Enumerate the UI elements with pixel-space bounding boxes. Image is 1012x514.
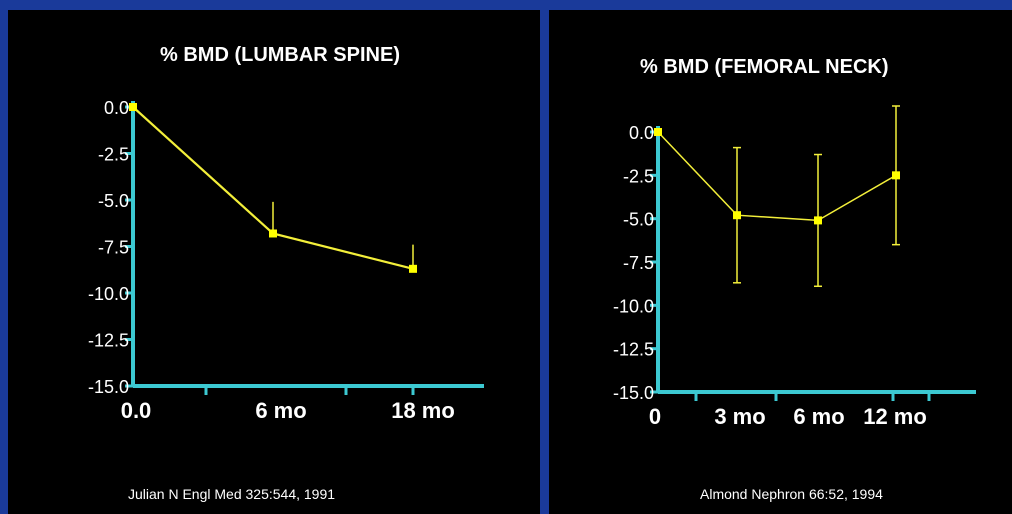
- citation: Julian N Engl Med 325:544, 1991: [128, 486, 336, 502]
- data-point: [733, 211, 741, 220]
- y-tick-label: -15.0: [88, 377, 129, 397]
- y-tick-label: -7.5: [623, 253, 654, 273]
- data-point: [409, 264, 417, 273]
- series-line: [132, 106, 414, 270]
- data-point: [654, 128, 662, 136]
- x-tick-label: 12 mo: [863, 404, 927, 429]
- femoral-neck-chart: 0.0 -2.5 -5.0 -7.5 -10.0 -12.5 -15.00 3 mo 6 mo 1…: [613, 105, 976, 429]
- data-point: [814, 216, 822, 225]
- chart-panel-femoral-neck: % BMD (FEMORAL NECK) 0.0 -2.5 -5.0 -7.5 -10.…: [549, 10, 1012, 514]
- x-tick-label: 3 mo: [714, 404, 765, 429]
- citation: Almond Nephron 66:52, 1994: [700, 486, 883, 502]
- y-tick-label: -7.5: [98, 238, 129, 258]
- data-point: [892, 171, 900, 180]
- y-tick-label: -10.0: [613, 296, 654, 316]
- series-line: [657, 131, 897, 222]
- y-tick-label: -2.5: [98, 145, 129, 165]
- y-tick-label: -2.5: [623, 166, 654, 186]
- chart-panel-lumbar-spine: % BMD (LUMBAR SPINE) 0.0 -2.5 -5.0 -7.5 -10.…: [8, 10, 540, 514]
- x-tick-label: 6 mo: [255, 398, 306, 423]
- x-tick-label: 18 mo: [391, 398, 455, 423]
- x-tick-label: 0.0: [121, 398, 152, 423]
- x-tick-label: 6 mo: [793, 404, 844, 429]
- y-tick-label: 0.0: [629, 123, 654, 143]
- y-tick-label: -15.0: [613, 383, 654, 403]
- y-tick-label: -12.5: [613, 340, 654, 360]
- data-point: [129, 103, 137, 111]
- lumbar-spine-chart: 0.0-2.5-5.0-7.5-10.0-12.5-15.00.0 6 mo 18 …: [88, 98, 484, 423]
- chart-title: % BMD (LUMBAR SPINE): [160, 44, 400, 66]
- data-point: [269, 229, 277, 238]
- x-tick-label: 0: [649, 404, 661, 429]
- y-tick-label: 0.0: [104, 98, 129, 118]
- y-tick-label: -5.0: [98, 191, 129, 211]
- y-tick-label: -12.5: [88, 331, 129, 351]
- chart-title: % BMD (FEMORAL NECK): [640, 56, 889, 78]
- y-tick-label: -10.0: [88, 284, 129, 304]
- y-tick-label: -5.0: [623, 210, 654, 230]
